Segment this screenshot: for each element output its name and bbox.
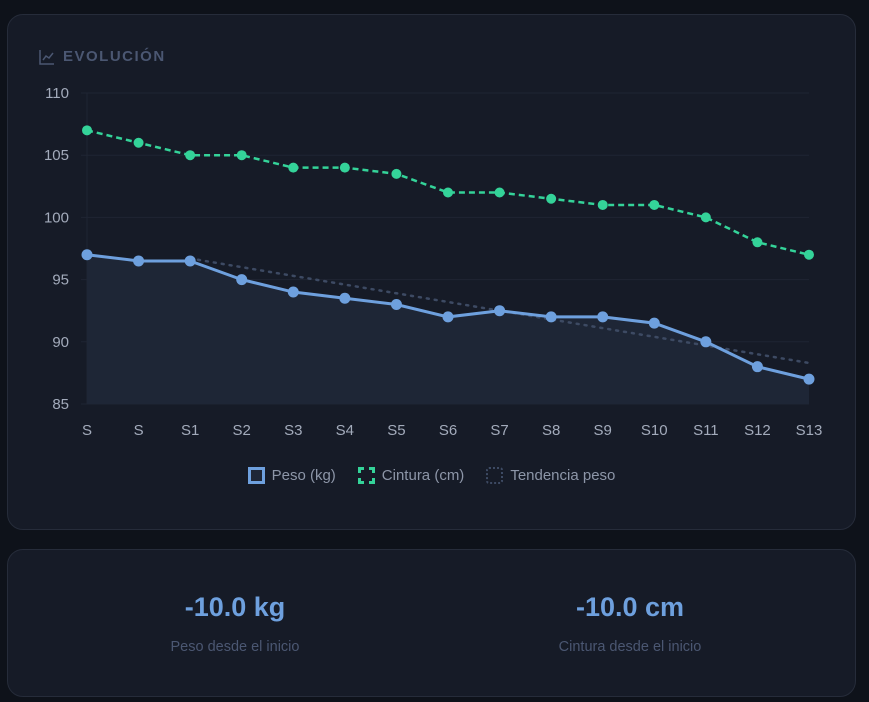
peso-point	[648, 317, 660, 329]
y-tick-label: 85	[52, 396, 69, 413]
peso-point	[751, 361, 763, 373]
stat-weight-value: -10.0 kg	[184, 592, 286, 622]
peso-point	[184, 255, 196, 267]
cintura-point	[185, 150, 196, 161]
peso-point	[390, 298, 402, 310]
stat-weight-label: Peso desde el inicio	[170, 639, 300, 655]
cintura-point	[494, 187, 505, 198]
y-tick-label: 100	[44, 209, 69, 226]
stat-waist-value: -10.0 cm	[575, 592, 685, 622]
x-tick-label: S5	[387, 422, 405, 439]
cintura-point	[339, 162, 350, 173]
y-tick-label: 95	[52, 272, 69, 289]
x-tick-label: S	[82, 422, 92, 439]
x-tick-label: S12	[744, 422, 771, 439]
cintura-line	[86, 129, 810, 256]
cintura-point	[752, 237, 763, 248]
peso-point	[133, 255, 145, 267]
chart-title: EVOLUCIÓN	[39, 48, 166, 65]
peso-point	[545, 311, 557, 323]
x-tick-label: S8	[542, 422, 560, 439]
x-tick-label: S4	[336, 422, 354, 439]
x-tick-label: S9	[594, 422, 612, 439]
cintura-point	[391, 168, 402, 179]
cintura-point	[804, 249, 814, 260]
cintura-point	[597, 199, 608, 210]
peso-point	[236, 274, 248, 286]
x-tick-label: S11	[693, 422, 719, 439]
evolution-chart-card: EVOLUCIÓN 85 90 95 100 105 110 S S S1 S2 S3 S4 S5 S6 S…	[7, 14, 856, 530]
peso-point	[287, 286, 299, 298]
stats-card: -10.0 kg Peso desde el inicio -10.0 cm C…	[7, 549, 856, 697]
peso-point	[597, 311, 609, 323]
stat-waist-label: Cintura desde el inicio	[558, 639, 702, 655]
peso-point	[442, 311, 454, 323]
chart-legend: Peso (kg) Cintura (cm) Tendencia peso	[8, 467, 855, 484]
peso-point	[339, 292, 351, 304]
cintura-point	[288, 162, 299, 173]
legend-tendencia[interactable]: Tendencia peso	[486, 467, 615, 484]
x-tick-label: S10	[641, 422, 668, 439]
y-tick-label: 90	[52, 334, 69, 351]
cintura-point	[133, 137, 144, 148]
x-tick-label: S	[134, 422, 144, 439]
stat-weight: -10.0 kg Peso desde el inicio	[85, 592, 385, 655]
x-tick-label: S6	[439, 422, 457, 439]
cintura-point	[443, 187, 453, 198]
x-tick-label: S3	[284, 422, 302, 439]
x-tick-label: S2	[233, 422, 251, 439]
peso-point	[81, 249, 93, 261]
line-chart-icon	[39, 49, 54, 65]
cintura-point	[649, 199, 660, 210]
cintura-point	[236, 150, 247, 161]
cintura-point	[546, 193, 557, 204]
cintura-point	[82, 125, 92, 136]
peso-point	[494, 305, 506, 317]
legend-cintura[interactable]: Cintura (cm)	[357, 467, 464, 484]
x-tick-label: S1	[181, 422, 199, 439]
stat-waist: -10.0 cm Cintura desde el inicio	[480, 592, 780, 655]
chart-plot: 85 90 95 100 105 110 S S S1 S2 S3 S4 S5 S6 S7 S8 S9 S10 S1…	[44, 85, 823, 439]
peso-point	[803, 373, 815, 385]
chart-title-text: EVOLUCIÓN	[63, 48, 166, 65]
legend-peso[interactable]: Peso (kg)	[247, 467, 336, 484]
y-tick-label: 105	[44, 147, 69, 164]
x-tick-label: S7	[490, 422, 508, 439]
peso-point	[700, 336, 712, 348]
cintura-point	[700, 212, 711, 223]
x-tick-label: S13	[796, 422, 823, 439]
peso-area	[87, 254, 809, 404]
y-tick-label: 110	[45, 85, 69, 102]
